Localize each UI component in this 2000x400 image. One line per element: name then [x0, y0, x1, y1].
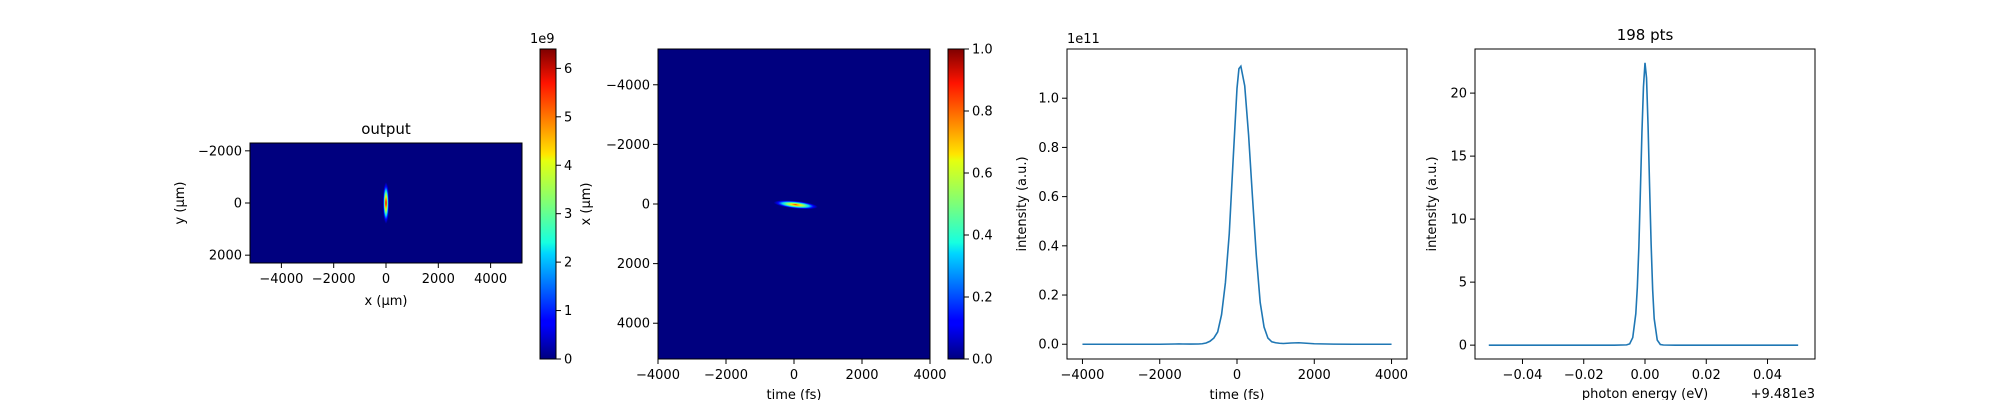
colorbar-tick-label: 0: [564, 353, 572, 368]
x-axis-label: time (fs): [1210, 388, 1265, 400]
x-tick-label: 4000: [474, 272, 507, 287]
colorbar-tick-label: 6: [564, 62, 572, 77]
y-tick-label: 0: [1459, 339, 1467, 354]
x-tick-label: 0: [790, 368, 798, 383]
x-tick-label: −4000: [636, 368, 680, 383]
chart-title: output: [361, 120, 411, 138]
x-tick-label: 0.02: [1692, 368, 1721, 383]
y-tick-label: 0.2: [1038, 289, 1059, 304]
y-exponent-label: 1e11: [1067, 32, 1100, 47]
series-line: [1488, 62, 1799, 346]
colorbar-tick-label: 1: [564, 304, 572, 319]
x-tick-label: −2000: [312, 272, 356, 287]
y-ticks: −2000 0 2000: [198, 144, 250, 264]
y-axis-label: y (μm): [173, 182, 188, 225]
y-tick-label: 0: [642, 198, 650, 213]
axes-frame: [1474, 48, 1816, 360]
series-line: [1082, 64, 1392, 346]
y-ticks: 0.0 0.2 0.4 0.6 0.8 1.0: [1038, 92, 1067, 353]
x-tick-label: −2000: [704, 368, 748, 383]
y-tick-label: 4000: [617, 317, 650, 332]
x-tick-label: 4000: [913, 368, 946, 383]
x-axis-label: photon energy (eV): [1582, 387, 1708, 400]
colorbar: [947, 48, 965, 360]
y-tick-label: −4000: [606, 78, 650, 93]
colorbar-tick-label: 4: [564, 159, 572, 174]
y-tick-label: 5: [1459, 276, 1467, 291]
chart-title: 198 pts: [1617, 26, 1674, 44]
y-axis-label: intensity (a.u.): [1425, 156, 1440, 251]
colorbar-tick-label: 1.0: [972, 43, 993, 58]
y-tick-label: 0.8: [1038, 141, 1059, 156]
colorbar: [539, 48, 557, 360]
y-tick-label: 10: [1450, 213, 1467, 228]
x-tick-label: 0.00: [1631, 368, 1660, 383]
x-tick-label: −2000: [1138, 368, 1182, 383]
panel-spacetime-heatmap: −4000 −2000 0 2000 4000 −4000−2000020004000 …: [579, 43, 993, 400]
y-tick-label: 1.0: [1038, 92, 1059, 107]
pulse-streak: [773, 200, 818, 210]
y-tick-label: −2000: [606, 138, 650, 153]
colorbar-tick-label: 5: [564, 110, 572, 125]
y-tick-label: 0.6: [1038, 190, 1059, 205]
y-tick-label: 0.4: [1038, 239, 1059, 254]
y-tick-label: 15: [1450, 150, 1467, 165]
x-tick-label: −0.02: [1564, 368, 1604, 383]
x-tick-label: −4000: [259, 272, 303, 287]
panel-temporal-intensity: −4000 −2000 0 2000 4000 0.0 0.2 0.4 0.6 0.8 1.0 1…: [1015, 32, 1408, 400]
x-tick-label: 4000: [1375, 368, 1408, 383]
y-tick-label: 0: [234, 197, 242, 212]
colorbar-tick-label: 0.2: [972, 291, 993, 306]
colorbar-tick-label: 0.8: [972, 105, 993, 120]
x-ticks: −4000 −2000 0 2000 4000: [636, 359, 947, 383]
y-tick-label: −2000: [198, 144, 242, 159]
colorbar-tick-label: 3: [564, 207, 572, 222]
colorbar-tick-label: 2: [564, 256, 572, 271]
colorbar-tick-label: 0.0: [972, 353, 993, 368]
beam-spot: [382, 182, 390, 224]
x-offset-label: +9.481e3: [1751, 387, 1815, 400]
x-tick-label: 2000: [845, 368, 878, 383]
y-axis-label: x (μm): [579, 183, 594, 226]
x-tick-label: −0.04: [1503, 368, 1543, 383]
y-tick-label: 20: [1450, 87, 1467, 102]
y-axis-label: intensity (a.u.): [1015, 156, 1030, 251]
y-tick-label: 0.0: [1038, 338, 1059, 353]
x-axis-label: time (fs): [767, 388, 822, 400]
x-tick-label: 2000: [422, 272, 455, 287]
x-ticks: −4000 −2000 0 2000 4000: [259, 263, 507, 287]
x-tick-label: 0: [1233, 368, 1241, 383]
colorbar-ticks: 0 1 2 3 4 5 6: [556, 62, 572, 368]
panel-output-heatmap: output −4000 −2000 0 2000 4000 −2000 0 2000 x …: [173, 32, 572, 368]
y-ticks: 0 5 10 15 20: [1450, 87, 1475, 354]
x-tick-label: −4000: [1060, 368, 1104, 383]
colorbar-ticks: 0.0 0.2 0.4 0.6 0.8 1.0: [964, 43, 993, 368]
x-tick-label: 0: [382, 272, 390, 287]
x-ticks: −0.04 −0.02 0.00 0.02 0.04: [1503, 359, 1782, 383]
x-tick-label: 2000: [1298, 368, 1331, 383]
y-tick-label: 2000: [209, 249, 242, 264]
colorbar-tick-label: 0.4: [972, 229, 993, 244]
x-ticks: −4000 −2000 0 2000 4000: [1060, 359, 1408, 383]
y-tick-label: 2000: [617, 257, 650, 272]
colorbar-tick-label: 0.6: [972, 167, 993, 182]
x-axis-label: x (μm): [365, 294, 408, 309]
x-tick-label: 0.04: [1753, 368, 1782, 383]
panel-spectrum: 198 pts −0.04 −0.02 0.00 0.02 0.04 05101520 …: [1425, 26, 1816, 400]
y-ticks: −4000 −2000 0 2000 4000: [606, 78, 658, 332]
colorbar-exponent: 1e9: [530, 32, 555, 47]
